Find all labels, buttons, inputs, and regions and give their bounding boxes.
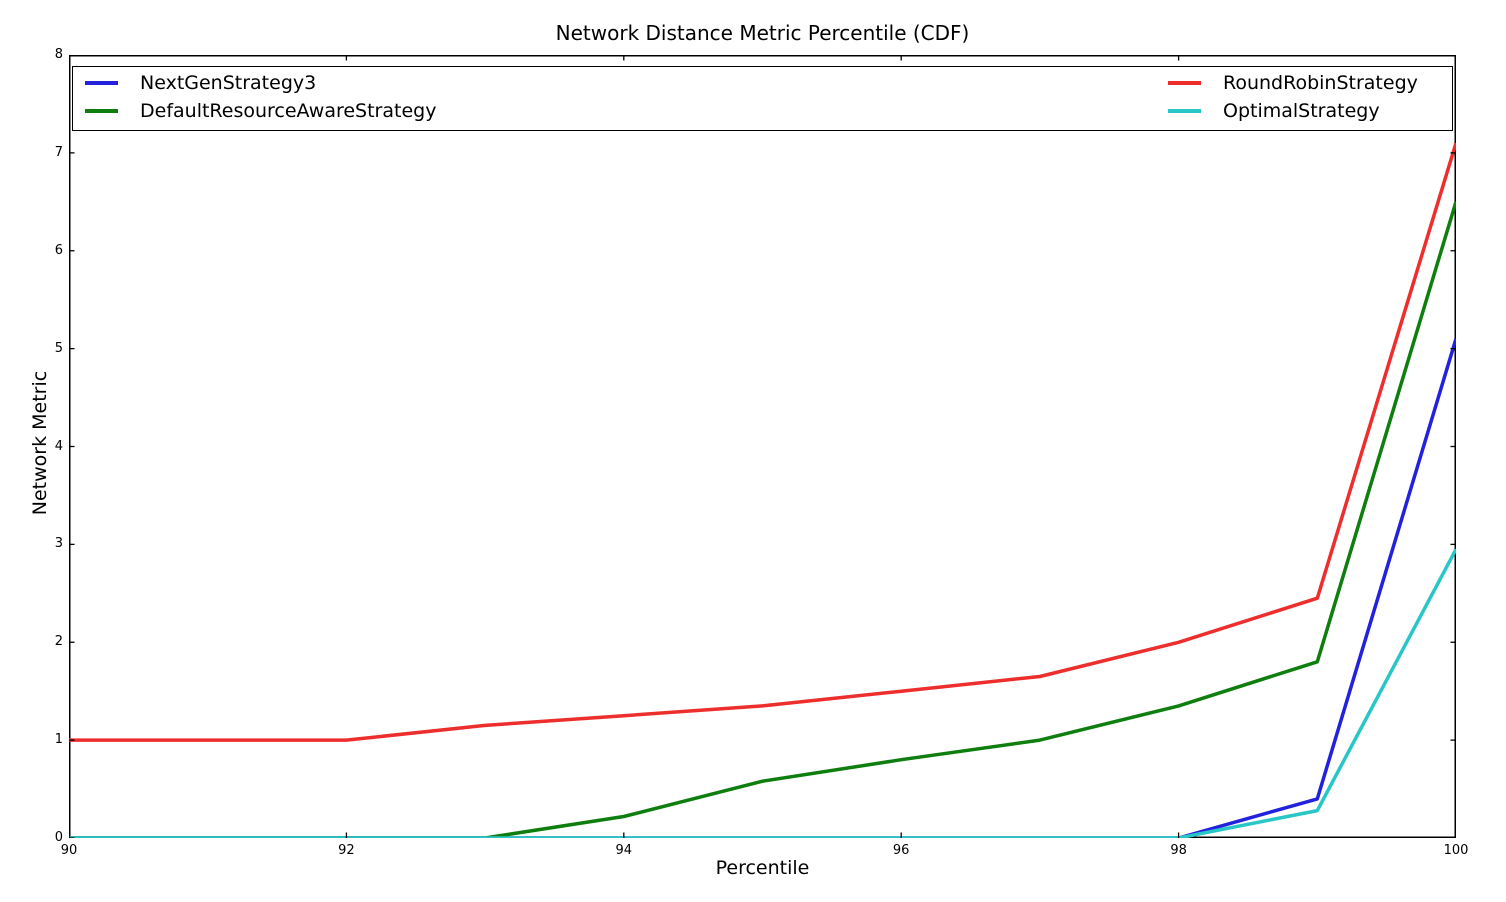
legend: NextGenStrategy3 DefaultResourceAwareStra…	[72, 66, 1453, 131]
legend-label: NextGenStrategy3	[140, 72, 317, 94]
x-tick-label-92: 92	[338, 843, 355, 858]
y-tick-label-8: 8	[54, 47, 63, 62]
line-NextGenStrategy3	[69, 338, 1456, 838]
legend-line-swatch	[85, 109, 118, 113]
legend-label: OptimalStrategy	[1223, 100, 1380, 122]
x-tick-label-100: 100	[1443, 843, 1469, 858]
legend-line-swatch	[85, 81, 118, 85]
legend-item-DefaultResourceAwareStrategy: DefaultResourceAwareStrategy	[85, 97, 436, 125]
x-tick-label-96: 96	[892, 843, 910, 858]
legend-column-left: NextGenStrategy3 DefaultResourceAwareStra…	[85, 69, 436, 125]
line-RoundRobinStrategy	[69, 142, 1456, 742]
legend-line-swatch	[1168, 81, 1201, 85]
legend-line-swatch	[1168, 109, 1201, 113]
y-tick-label-0: 0	[54, 830, 63, 845]
plot-area	[69, 55, 1456, 838]
y-tick-label-6: 6	[54, 242, 63, 258]
legend-label: RoundRobinStrategy	[1223, 72, 1418, 94]
x-axis-label: Percentile	[715, 857, 810, 879]
legend-item-OptimalStrategy: OptimalStrategy	[1168, 97, 1418, 125]
x-tick-label-90: 90	[60, 843, 78, 858]
axes-frame	[69, 55, 1456, 838]
y-tick-label-3: 3	[54, 536, 63, 552]
x-tick-label-94: 94	[615, 843, 633, 858]
legend-label: DefaultResourceAwareStrategy	[140, 100, 437, 122]
line-OptimalStrategy	[69, 548, 1456, 838]
y-tick-label-5: 5	[54, 340, 63, 356]
legend-column-right: RoundRobinStrategy OptimalStrategy	[1168, 69, 1418, 125]
y-tick-label-4: 4	[54, 438, 63, 454]
x-tick-label-98: 98	[1170, 843, 1187, 858]
y-tick-label-1: 1	[54, 732, 63, 748]
y-tick-label-2: 2	[54, 634, 63, 650]
chart-title: Network Distance Metric Percentile (CDF)	[555, 21, 970, 45]
line-DefaultResourceAwareStrategy	[69, 201, 1456, 838]
legend-item-NextGenStrategy3: NextGenStrategy3	[85, 69, 436, 97]
y-tick-label-7: 7	[54, 144, 63, 160]
legend-item-RoundRobinStrategy: RoundRobinStrategy	[1168, 69, 1418, 97]
